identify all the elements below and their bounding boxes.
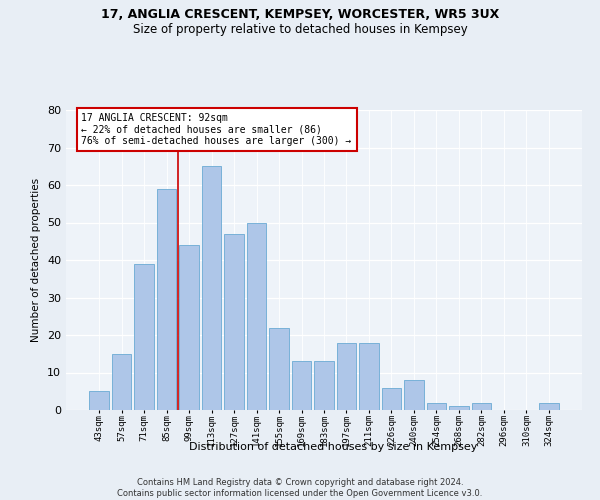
- Text: Distribution of detached houses by size in Kempsey: Distribution of detached houses by size …: [189, 442, 477, 452]
- Bar: [247, 222, 266, 410]
- Bar: [179, 245, 199, 410]
- Bar: [404, 380, 424, 410]
- Bar: [449, 406, 469, 410]
- Bar: [382, 388, 401, 410]
- Text: 17 ANGLIA CRESCENT: 92sqm
← 22% of detached houses are smaller (86)
76% of semi-: 17 ANGLIA CRESCENT: 92sqm ← 22% of detac…: [82, 113, 352, 146]
- Text: Contains HM Land Registry data © Crown copyright and database right 2024.
Contai: Contains HM Land Registry data © Crown c…: [118, 478, 482, 498]
- Bar: [134, 264, 154, 410]
- Bar: [112, 354, 131, 410]
- Bar: [89, 391, 109, 410]
- Bar: [269, 328, 289, 410]
- Text: 17, ANGLIA CRESCENT, KEMPSEY, WORCESTER, WR5 3UX: 17, ANGLIA CRESCENT, KEMPSEY, WORCESTER,…: [101, 8, 499, 20]
- Bar: [472, 402, 491, 410]
- Text: Size of property relative to detached houses in Kempsey: Size of property relative to detached ho…: [133, 22, 467, 36]
- Bar: [359, 342, 379, 410]
- Bar: [539, 402, 559, 410]
- Bar: [224, 234, 244, 410]
- Bar: [292, 361, 311, 410]
- Y-axis label: Number of detached properties: Number of detached properties: [31, 178, 41, 342]
- Bar: [202, 166, 221, 410]
- Bar: [157, 188, 176, 410]
- Bar: [314, 361, 334, 410]
- Bar: [427, 402, 446, 410]
- Bar: [337, 342, 356, 410]
